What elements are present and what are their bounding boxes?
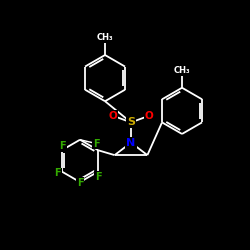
Text: F: F: [54, 168, 61, 178]
Text: F: F: [77, 178, 83, 188]
Text: F: F: [95, 172, 102, 182]
Text: F: F: [93, 138, 100, 148]
Text: CH₃: CH₃: [174, 66, 190, 75]
Text: O: O: [145, 111, 154, 121]
Text: CH₃: CH₃: [97, 33, 113, 42]
Text: F: F: [59, 142, 66, 152]
Text: S: S: [127, 118, 135, 128]
Text: O: O: [108, 111, 117, 121]
Text: N: N: [126, 138, 136, 147]
